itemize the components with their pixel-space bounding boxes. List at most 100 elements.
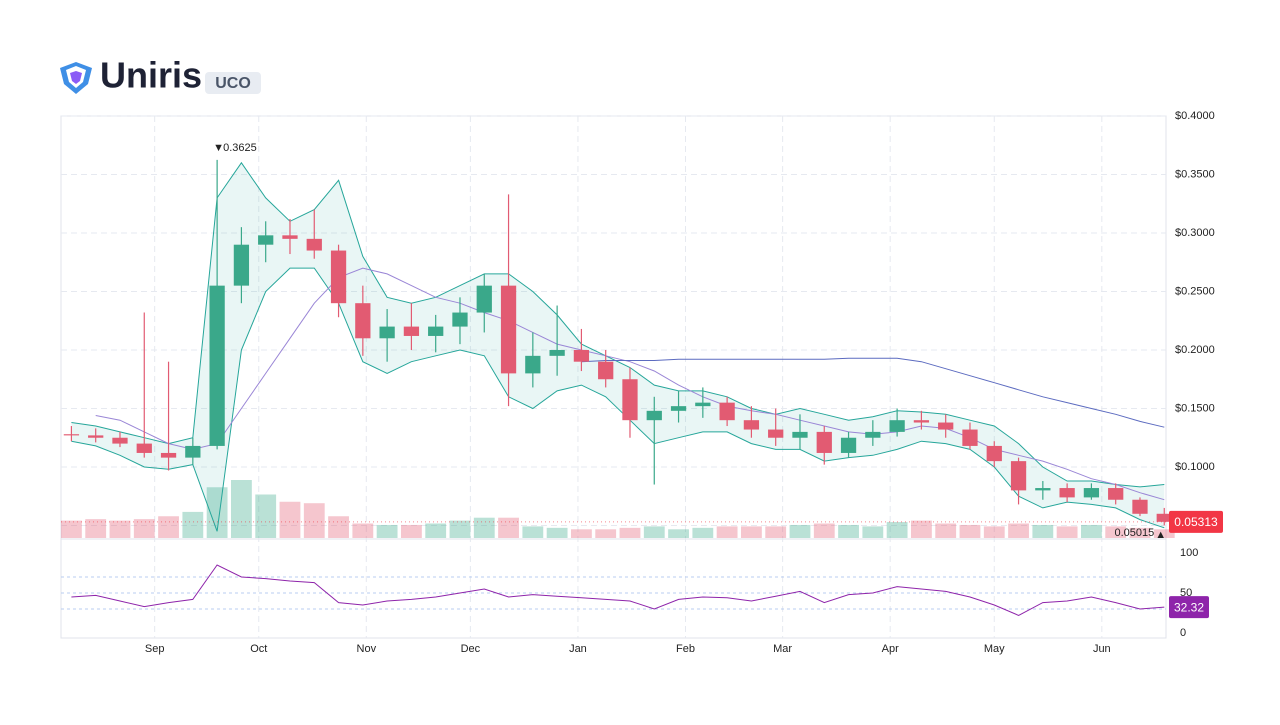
volume-bar bbox=[546, 527, 568, 538]
candle-body bbox=[865, 431, 881, 438]
volume-bar bbox=[1032, 524, 1054, 538]
volume-bar bbox=[643, 526, 665, 538]
rsi-line bbox=[71, 564, 1165, 616]
candle-body bbox=[1010, 461, 1027, 491]
volume-bar bbox=[619, 527, 641, 538]
high-marker: 0.3625 bbox=[223, 142, 257, 154]
volume-bar bbox=[716, 526, 738, 538]
candle-body bbox=[282, 235, 298, 239]
rsi-tick-label: 0 bbox=[1180, 627, 1186, 639]
volume-bar bbox=[401, 524, 422, 538]
candle-body bbox=[185, 445, 201, 458]
volume-bar bbox=[935, 523, 957, 538]
volume-bar bbox=[376, 524, 398, 538]
x-tick-label: Jun bbox=[1093, 643, 1111, 655]
volume-bar bbox=[303, 503, 325, 538]
volume-bar bbox=[838, 524, 859, 538]
coin-symbol: UCO bbox=[215, 75, 251, 92]
y-tick-label: $0.4000 bbox=[1175, 110, 1215, 122]
volume-bar bbox=[741, 526, 762, 538]
candle-body bbox=[428, 326, 444, 336]
ma-short bbox=[95, 267, 1165, 501]
candle-body bbox=[306, 238, 322, 251]
candle-body bbox=[258, 235, 274, 245]
volume-bar bbox=[571, 529, 592, 538]
candle-body bbox=[1132, 499, 1148, 514]
candle-body bbox=[622, 379, 638, 421]
volume-bar bbox=[522, 526, 544, 538]
x-tick-label: Oct bbox=[250, 643, 267, 655]
candle-body bbox=[573, 349, 590, 362]
candle-body bbox=[355, 303, 371, 339]
candle-body bbox=[1083, 488, 1100, 498]
x-tick-label: Apr bbox=[882, 643, 899, 655]
coin-name: Uniris bbox=[100, 55, 202, 96]
bollinger-fill bbox=[71, 162, 1165, 532]
volume-bar bbox=[449, 520, 471, 538]
candle-body bbox=[792, 431, 808, 438]
volume-bar bbox=[133, 519, 155, 538]
y-tick-label: $0.1000 bbox=[1175, 461, 1215, 473]
volume-bar bbox=[1129, 527, 1151, 538]
candle-body bbox=[768, 429, 784, 438]
candle-body bbox=[646, 410, 662, 421]
candle-body bbox=[719, 402, 735, 421]
candle-body bbox=[452, 312, 468, 327]
volume-bar bbox=[328, 516, 349, 538]
candle-body bbox=[476, 285, 492, 313]
candle-body bbox=[525, 355, 541, 374]
volume-bar bbox=[279, 501, 301, 538]
volume-bar bbox=[862, 526, 884, 538]
volume-bar bbox=[352, 523, 374, 538]
candle-body bbox=[112, 437, 128, 444]
candle-body bbox=[743, 420, 760, 430]
candle-body bbox=[962, 429, 978, 446]
high-marker-arrow: ▼ bbox=[213, 142, 224, 154]
candle-body bbox=[816, 431, 832, 453]
candle-body bbox=[670, 406, 687, 411]
candle-body bbox=[986, 445, 1002, 462]
volume-bar bbox=[231, 480, 252, 538]
volume-bar bbox=[206, 487, 228, 538]
candle-body bbox=[913, 420, 930, 423]
candle-body bbox=[1108, 488, 1124, 500]
volume-bar bbox=[1153, 529, 1175, 538]
candle-body bbox=[938, 422, 954, 430]
rsi-tick-label: 100 bbox=[1180, 547, 1198, 559]
volume-bar bbox=[182, 511, 204, 538]
volume-bar bbox=[61, 520, 82, 538]
candle-body bbox=[233, 244, 250, 286]
volume-bar bbox=[1081, 524, 1102, 538]
candle-body bbox=[330, 250, 347, 304]
volume-bar bbox=[983, 526, 1005, 538]
volume-bar bbox=[765, 526, 787, 538]
volume-bar bbox=[109, 520, 131, 538]
candle-body bbox=[88, 435, 104, 438]
y-tick-label: $0.3500 bbox=[1175, 168, 1215, 180]
candle-body bbox=[136, 443, 152, 453]
volume-bar bbox=[789, 524, 811, 538]
volume-bar bbox=[425, 523, 447, 538]
x-tick-label: Nov bbox=[357, 643, 377, 655]
volume-bar bbox=[158, 516, 179, 538]
rsi-last-label: 32.32 bbox=[1174, 600, 1204, 614]
volume-bar bbox=[85, 519, 107, 538]
volume-bar bbox=[595, 529, 617, 538]
candle-body bbox=[1059, 488, 1075, 498]
x-tick-label: Dec bbox=[461, 643, 481, 655]
x-tick-label: Jan bbox=[569, 643, 587, 655]
last-price-tag bbox=[1169, 510, 1223, 533]
logo bbox=[60, 62, 92, 94]
candle-body bbox=[889, 420, 905, 432]
volume-bar bbox=[813, 523, 835, 538]
candle-body bbox=[379, 326, 395, 339]
low-marker: 0.05015 bbox=[1114, 527, 1154, 539]
volume-bar bbox=[959, 524, 981, 538]
volume-bar bbox=[911, 520, 932, 538]
y-tick-label: $0.1500 bbox=[1175, 402, 1215, 414]
volume-bar bbox=[255, 494, 277, 538]
volume-bar bbox=[1056, 526, 1078, 538]
rsi-tick-label: 50 bbox=[1180, 587, 1192, 599]
volume-bar bbox=[1008, 523, 1029, 538]
